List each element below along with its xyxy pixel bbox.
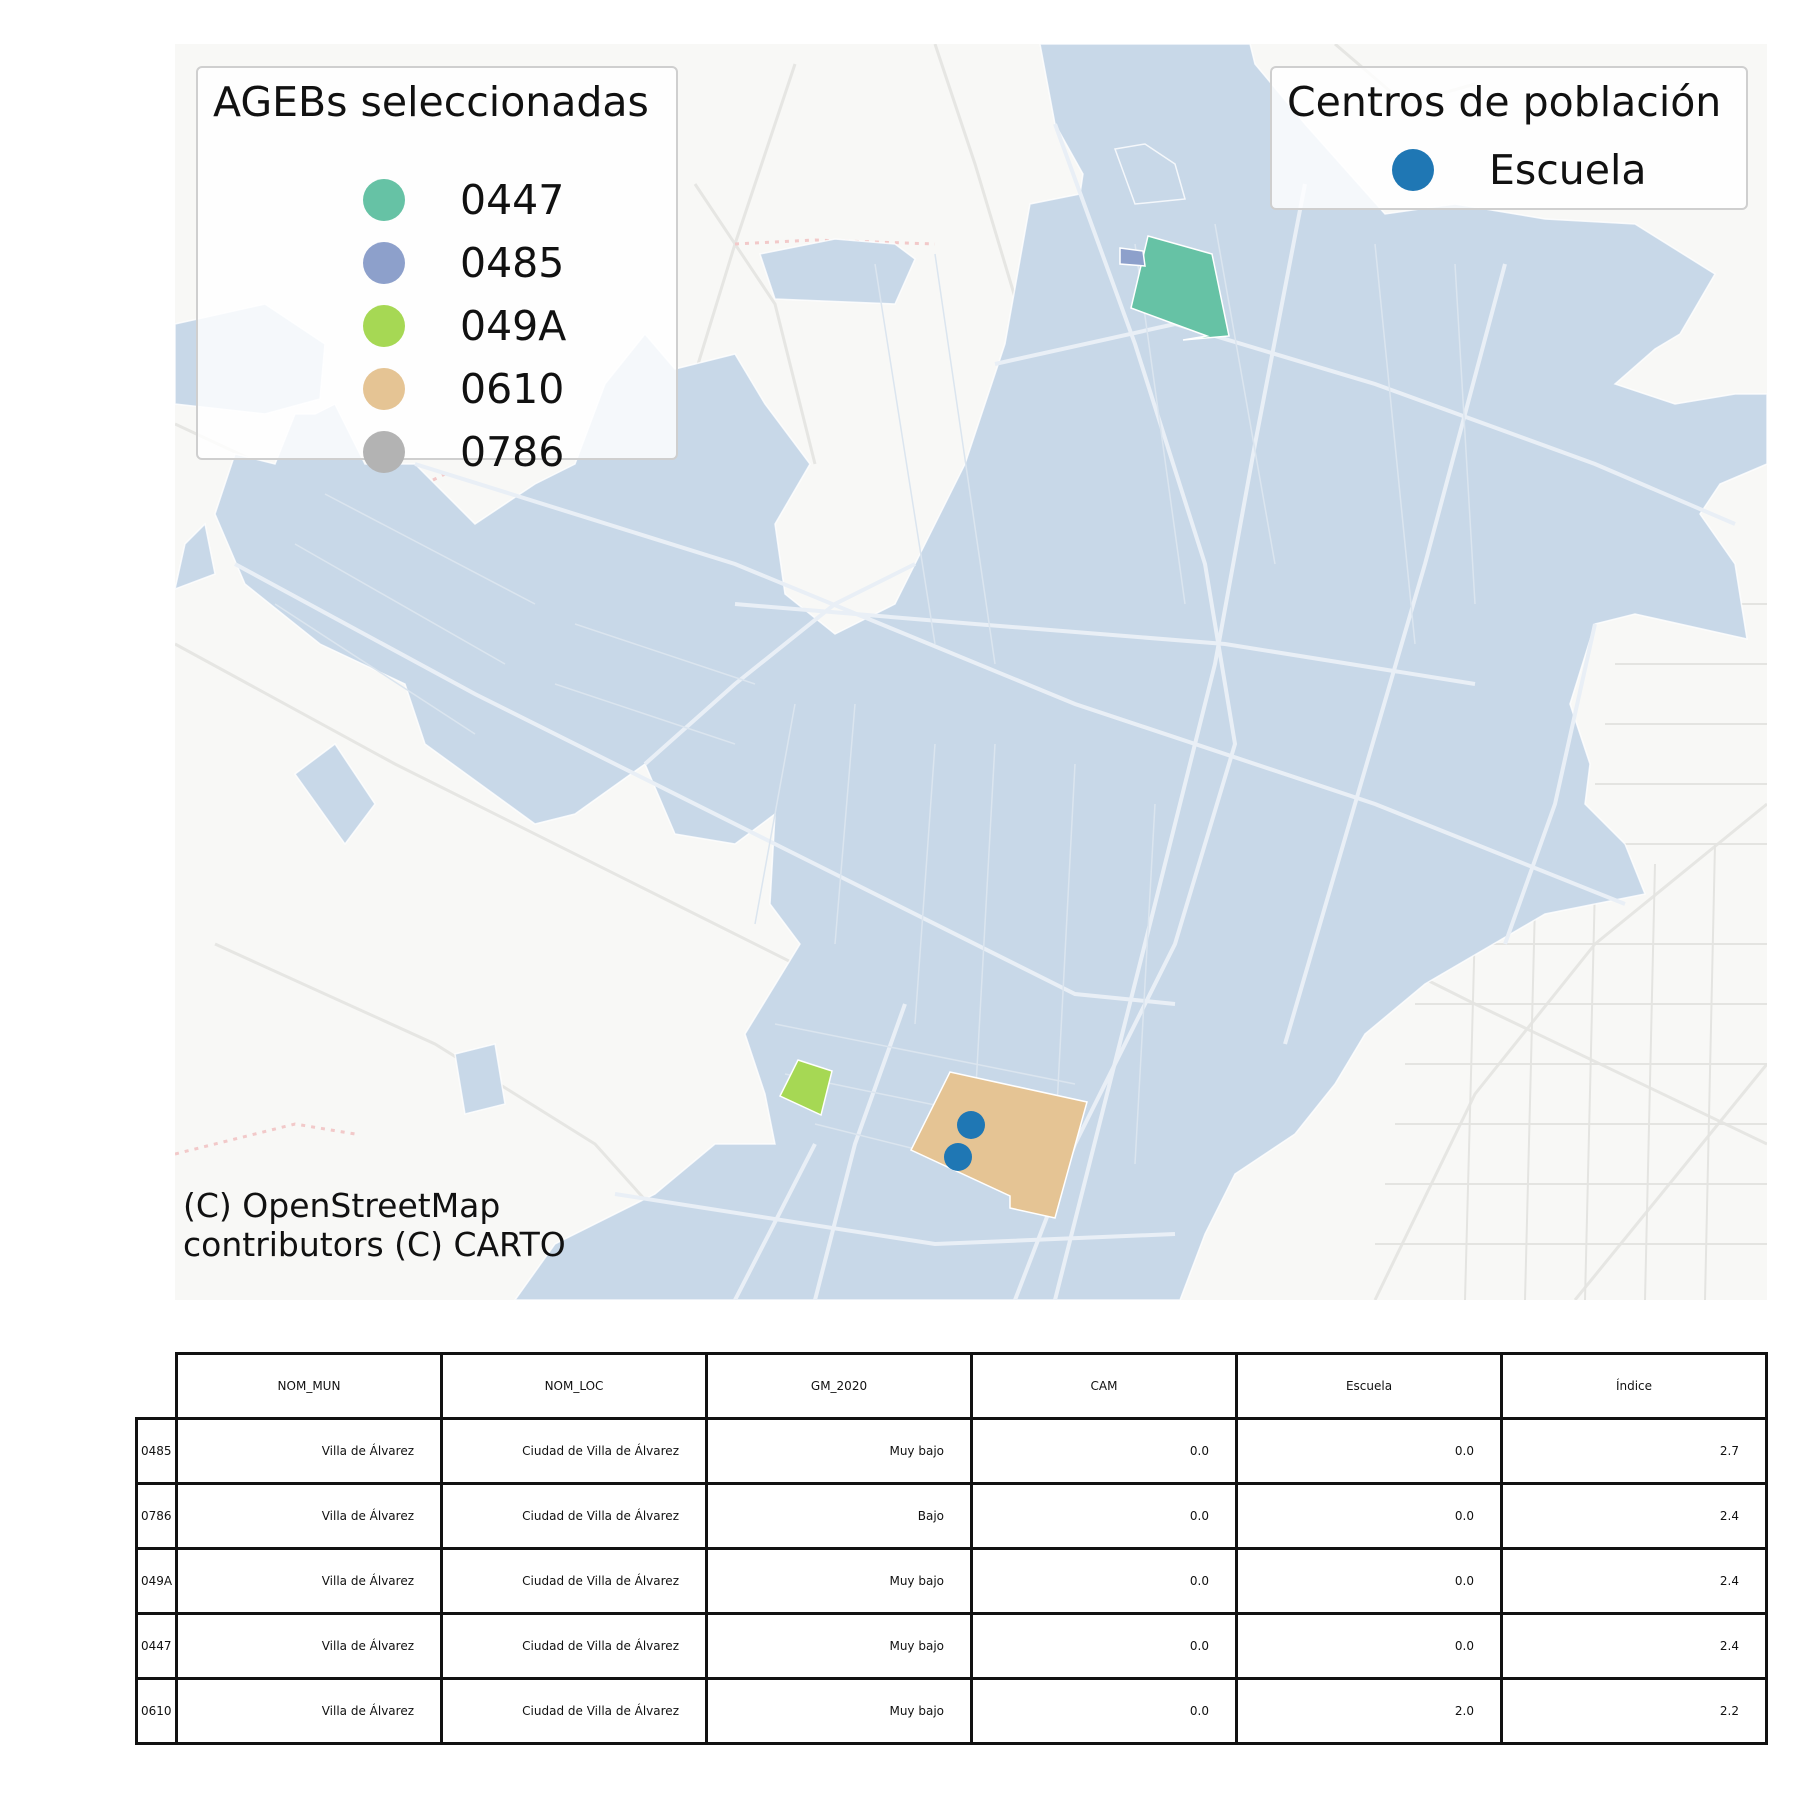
block-lines [274, 223, 1476, 1185]
legend-item: 0786 [363, 420, 566, 483]
table-cell: 0.0 [970, 1482, 1238, 1550]
row-index: 049A [135, 1547, 178, 1615]
table-cell: 0.0 [970, 1417, 1238, 1485]
row-index: 0447 [135, 1612, 178, 1680]
row-index: 0610 [135, 1677, 178, 1745]
table-cell: 2.2 [1500, 1677, 1768, 1745]
legend-item: 049A [363, 294, 566, 357]
ageb-0610-polygon[interactable] [909, 1071, 1088, 1219]
column-header: Escuela [1235, 1352, 1503, 1420]
table-row: 0447 Villa de Álvarez Ciudad de Villa de… [135, 1612, 1768, 1680]
table-header-row: NOM_MUN NOM_LOC GM_2020 CAM Escuela Índi… [137, 1352, 1768, 1420]
table-cell: Ciudad de Villa de Álvarez [440, 1547, 708, 1615]
escuela-point[interactable] [944, 1143, 972, 1171]
ageb-0447-polygon[interactable] [1130, 235, 1230, 341]
legend-label: 0786 [460, 427, 565, 476]
table-cell: Ciudad de Villa de Álvarez [440, 1677, 708, 1745]
legend-agebs: AGEBs seleccionadas 0447 0485 049A 0610 … [196, 66, 678, 476]
table-cell: Bajo [705, 1482, 973, 1550]
table-cell: 0.0 [970, 1547, 1238, 1615]
table-cell: 2.4 [1500, 1612, 1768, 1680]
table-cell: Villa de Álvarez [175, 1482, 443, 1550]
ageb-049A-polygon[interactable] [778, 1059, 833, 1117]
legend-centros: Centros de población Escuela [1270, 66, 1748, 210]
row-index: 0485 [135, 1417, 178, 1485]
column-header: CAM [970, 1352, 1238, 1420]
table-cell: Ciudad de Villa de Álvarez [440, 1482, 708, 1550]
table-cell: 0.0 [970, 1677, 1238, 1745]
table-row: 0610 Villa de Álvarez Ciudad de Villa de… [135, 1677, 1768, 1745]
legend-swatch-049A [363, 304, 405, 347]
legend-item: 0485 [363, 231, 566, 294]
table-row: 049A Villa de Álvarez Ciudad de Villa de… [135, 1547, 1768, 1615]
legend-swatch-0485 [363, 241, 405, 284]
column-header: NOM_LOC [440, 1352, 708, 1420]
table-cell: Villa de Álvarez [175, 1417, 443, 1485]
table-cell: 2.7 [1500, 1417, 1768, 1485]
data-table: NOM_MUN NOM_LOC GM_2020 CAM Escuela Índi… [135, 1352, 1768, 1745]
table-cell: Villa de Álvarez [175, 1677, 443, 1745]
table-cell: 2.0 [1235, 1677, 1503, 1745]
legend-agebs-title: AGEBs seleccionadas [213, 78, 649, 126]
ageb-0485-polygon[interactable] [1119, 247, 1146, 267]
legend-label: 0447 [460, 175, 565, 224]
table-cell: 0.0 [1235, 1417, 1503, 1485]
map-panel[interactable] [175, 44, 1767, 1300]
table-cell: Villa de Álvarez [175, 1612, 443, 1680]
legend-item: 0610 [363, 357, 566, 420]
table-cell: 0.0 [970, 1612, 1238, 1680]
column-header: Índice [1500, 1352, 1768, 1420]
legend-label: 049A [460, 301, 567, 350]
legend-label: Escuela [1489, 145, 1647, 194]
table-row: 0786 Villa de Álvarez Ciudad de Villa de… [135, 1482, 1768, 1550]
table-corner [137, 1354, 177, 1419]
row-index: 0786 [135, 1482, 178, 1550]
legend-centros-title: Centros de población [1287, 78, 1722, 126]
column-header: GM_2020 [705, 1352, 973, 1420]
escuela-point[interactable] [957, 1111, 985, 1139]
legend-swatch-0786 [363, 430, 405, 473]
table-cell: Muy bajo [705, 1677, 973, 1745]
legend-item: 0447 [363, 168, 566, 231]
table-cell: 2.4 [1500, 1482, 1768, 1550]
table-cell: 2.4 [1500, 1547, 1768, 1615]
table-cell: Villa de Álvarez [175, 1547, 443, 1615]
legend-swatch-0610 [363, 367, 405, 410]
table-cell: Muy bajo [705, 1547, 973, 1615]
map-attribution: (C) OpenStreetMap contributors (C) CARTO [183, 1186, 566, 1264]
table-cell: Ciudad de Villa de Álvarez [440, 1612, 708, 1680]
legend-item: Escuela [1392, 138, 1647, 201]
table-row: 0485 Villa de Álvarez Ciudad de Villa de… [135, 1417, 1768, 1485]
legend-swatch-escuela [1392, 148, 1434, 191]
column-header: NOM_MUN [175, 1352, 443, 1420]
legend-swatch-0447 [363, 178, 405, 221]
table-cell: Muy bajo [705, 1417, 973, 1485]
table-cell: Ciudad de Villa de Álvarez [440, 1417, 708, 1485]
table-cell: Muy bajo [705, 1612, 973, 1680]
map-canvas [175, 44, 1767, 1300]
legend-label: 0485 [460, 238, 565, 287]
table-cell: 0.0 [1235, 1612, 1503, 1680]
legend-label: 0610 [460, 364, 565, 413]
table-cell: 0.0 [1235, 1482, 1503, 1550]
table-cell: 0.0 [1235, 1547, 1503, 1615]
